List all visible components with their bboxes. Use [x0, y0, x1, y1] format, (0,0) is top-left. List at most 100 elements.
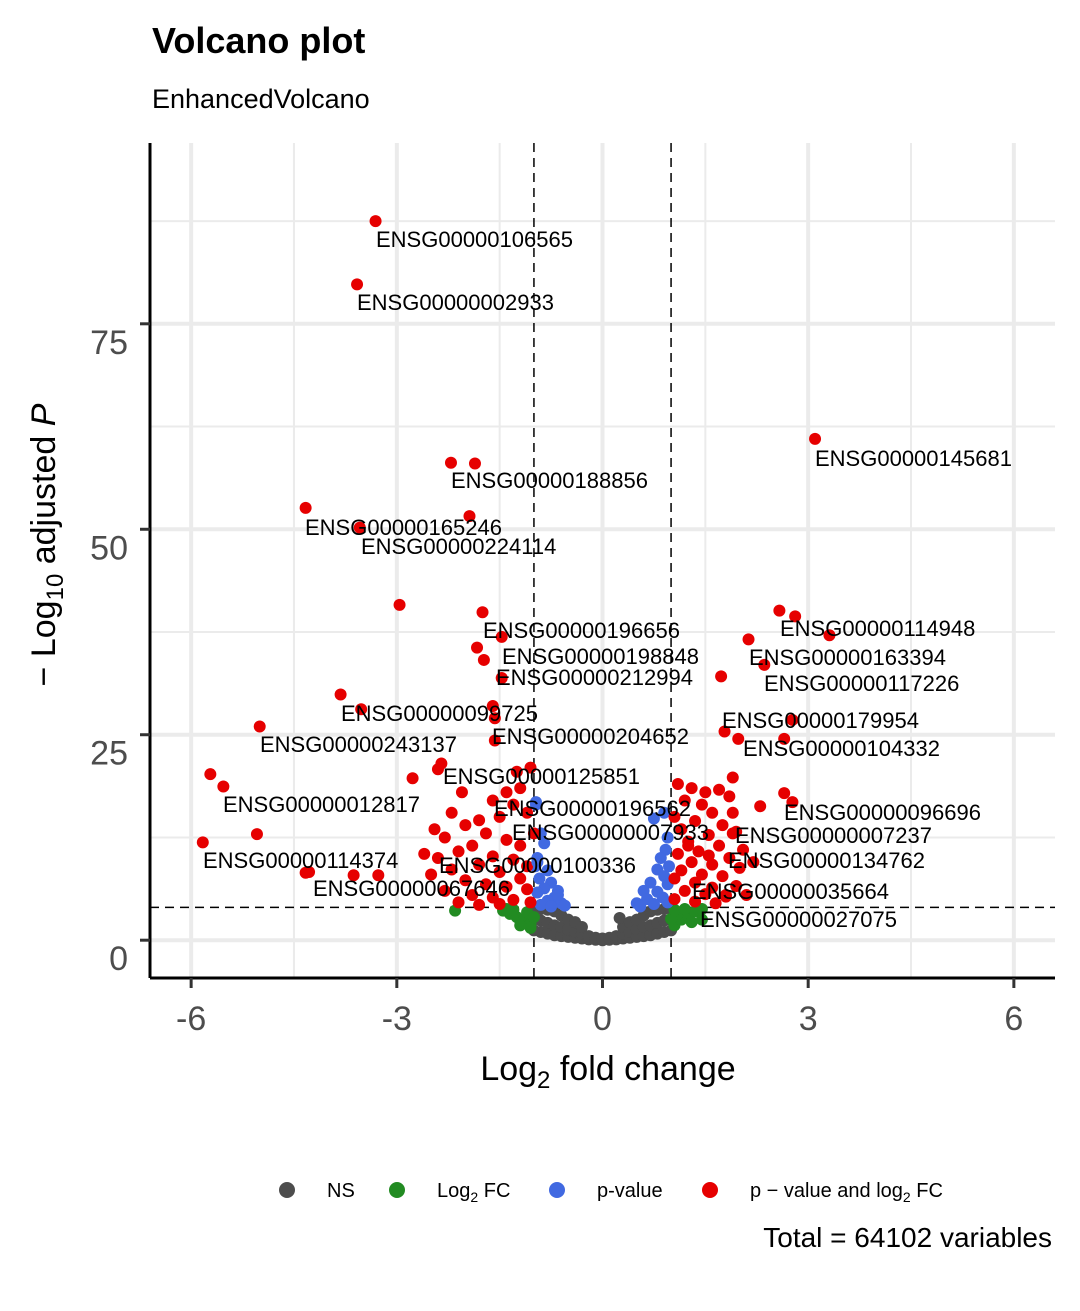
point-p-fc — [521, 806, 534, 819]
gene-label: ENSG00000114374 — [203, 848, 398, 873]
x-tick-label: 0 — [593, 1000, 612, 1038]
point-p-fc — [438, 884, 451, 897]
gene-label: ENSG00000035664 — [692, 879, 889, 904]
point-p-fc — [466, 888, 479, 901]
point-p-fc — [695, 868, 708, 881]
point-p-fc — [726, 806, 739, 819]
point-p-fc — [334, 688, 347, 701]
labeled-point — [715, 670, 728, 683]
point-p-fc — [675, 864, 688, 877]
point-fc — [665, 912, 678, 925]
gene-label: ENSG00000224114 — [361, 534, 556, 559]
point-p — [538, 837, 551, 850]
point-p-fc — [754, 800, 767, 813]
labeled-point — [524, 761, 537, 774]
point-p-fc — [699, 786, 712, 799]
gene-label: ENSG00000007933 — [512, 820, 709, 845]
x-tick-label: 6 — [1004, 1000, 1023, 1038]
gene-label: ENSG00000096696 — [784, 800, 981, 825]
gene-label: ENSG00000117226 — [764, 671, 959, 696]
gene-label: ENSG00000002933 — [357, 290, 554, 315]
labeled-point — [789, 610, 802, 623]
labeled-point — [355, 703, 368, 716]
point-p-fc — [459, 819, 472, 832]
point-fc — [524, 921, 537, 934]
point-p-fc — [678, 794, 691, 807]
point-p — [534, 898, 547, 911]
point-p-fc — [204, 768, 217, 781]
point-p-fc — [524, 896, 537, 909]
y-tick-label: 25 — [90, 735, 128, 773]
point-p-fc — [689, 815, 702, 828]
labeled-point — [531, 856, 544, 869]
labeled-point — [372, 869, 385, 882]
gene-label: ENSG00000027075 — [700, 907, 897, 932]
point-p-fc — [668, 893, 681, 906]
point-fc — [527, 911, 540, 924]
point-p-fc — [716, 819, 729, 832]
point-p-fc — [428, 823, 441, 836]
gene-label: ENSG00000196562 — [494, 796, 691, 821]
point-p-fc — [471, 641, 484, 654]
point-p — [644, 876, 657, 889]
point-fc — [678, 902, 691, 915]
point-p-fc — [732, 732, 745, 745]
point-p-fc — [726, 771, 739, 784]
point-p — [661, 831, 674, 844]
labeled-point — [527, 827, 540, 840]
chart-title: Volcano plot — [152, 20, 366, 61]
point-p-fc — [713, 839, 726, 852]
legend-label: p-value — [597, 1180, 663, 1202]
labeled-point — [786, 796, 799, 809]
point-p-fc — [510, 765, 523, 778]
point-p-fc — [466, 839, 479, 852]
point-p-fc — [473, 898, 486, 911]
point-p-fc — [713, 783, 726, 796]
gene-label: ENSG00000104332 — [743, 736, 940, 761]
point-p-fc — [702, 849, 715, 862]
point-p-fc — [695, 798, 708, 811]
point-p-fc — [733, 861, 746, 874]
point-p-fc — [514, 839, 527, 852]
point-ns — [613, 912, 626, 925]
gene-label: ENSG00000188856 — [451, 468, 648, 493]
point-p — [634, 900, 647, 913]
labeled-point — [529, 798, 542, 811]
point-p-fc — [685, 856, 698, 869]
axes: -6 -3 0 3 6 0 25 50 75 — [90, 143, 1055, 1038]
point-p-fc — [250, 828, 263, 841]
point-p-fc — [479, 827, 492, 840]
data-points — [196, 215, 836, 947]
point-p-fc — [438, 831, 451, 844]
chart-subtitle: EnhancedVolcano — [152, 84, 370, 114]
point-p-fc — [702, 828, 715, 841]
point-p — [558, 899, 571, 912]
labeled-point — [726, 827, 739, 840]
point-fc — [514, 919, 527, 932]
point-p-fc — [452, 845, 465, 858]
legend-label: p − value and log2 FC — [750, 1180, 943, 1205]
point-p-fc — [500, 833, 513, 846]
point-ns — [575, 921, 588, 934]
point-p-fc — [689, 895, 702, 908]
point-p-fc — [668, 872, 681, 885]
point-p-fc — [500, 880, 513, 893]
point-p-fc — [778, 787, 791, 800]
point-p — [551, 888, 564, 901]
labeled-point — [495, 630, 508, 643]
point-p-fc — [393, 598, 406, 611]
labeled-point — [495, 672, 508, 685]
gene-label: ENSG00000165246 — [305, 515, 502, 540]
labeled-point — [488, 734, 501, 747]
point-p-fc — [500, 786, 513, 799]
point-p-fc — [514, 872, 527, 885]
point-p-fc — [486, 794, 499, 807]
point-p-fc — [737, 843, 750, 856]
y-tick-label: 50 — [90, 529, 128, 567]
point-p-fc — [507, 893, 520, 906]
gene-label: ENSG00000196656 — [483, 618, 680, 643]
labeled-point — [747, 856, 760, 869]
labeled-point — [353, 521, 366, 534]
point-p-fc — [507, 798, 520, 811]
legend-label: Log2 FC — [437, 1180, 510, 1205]
